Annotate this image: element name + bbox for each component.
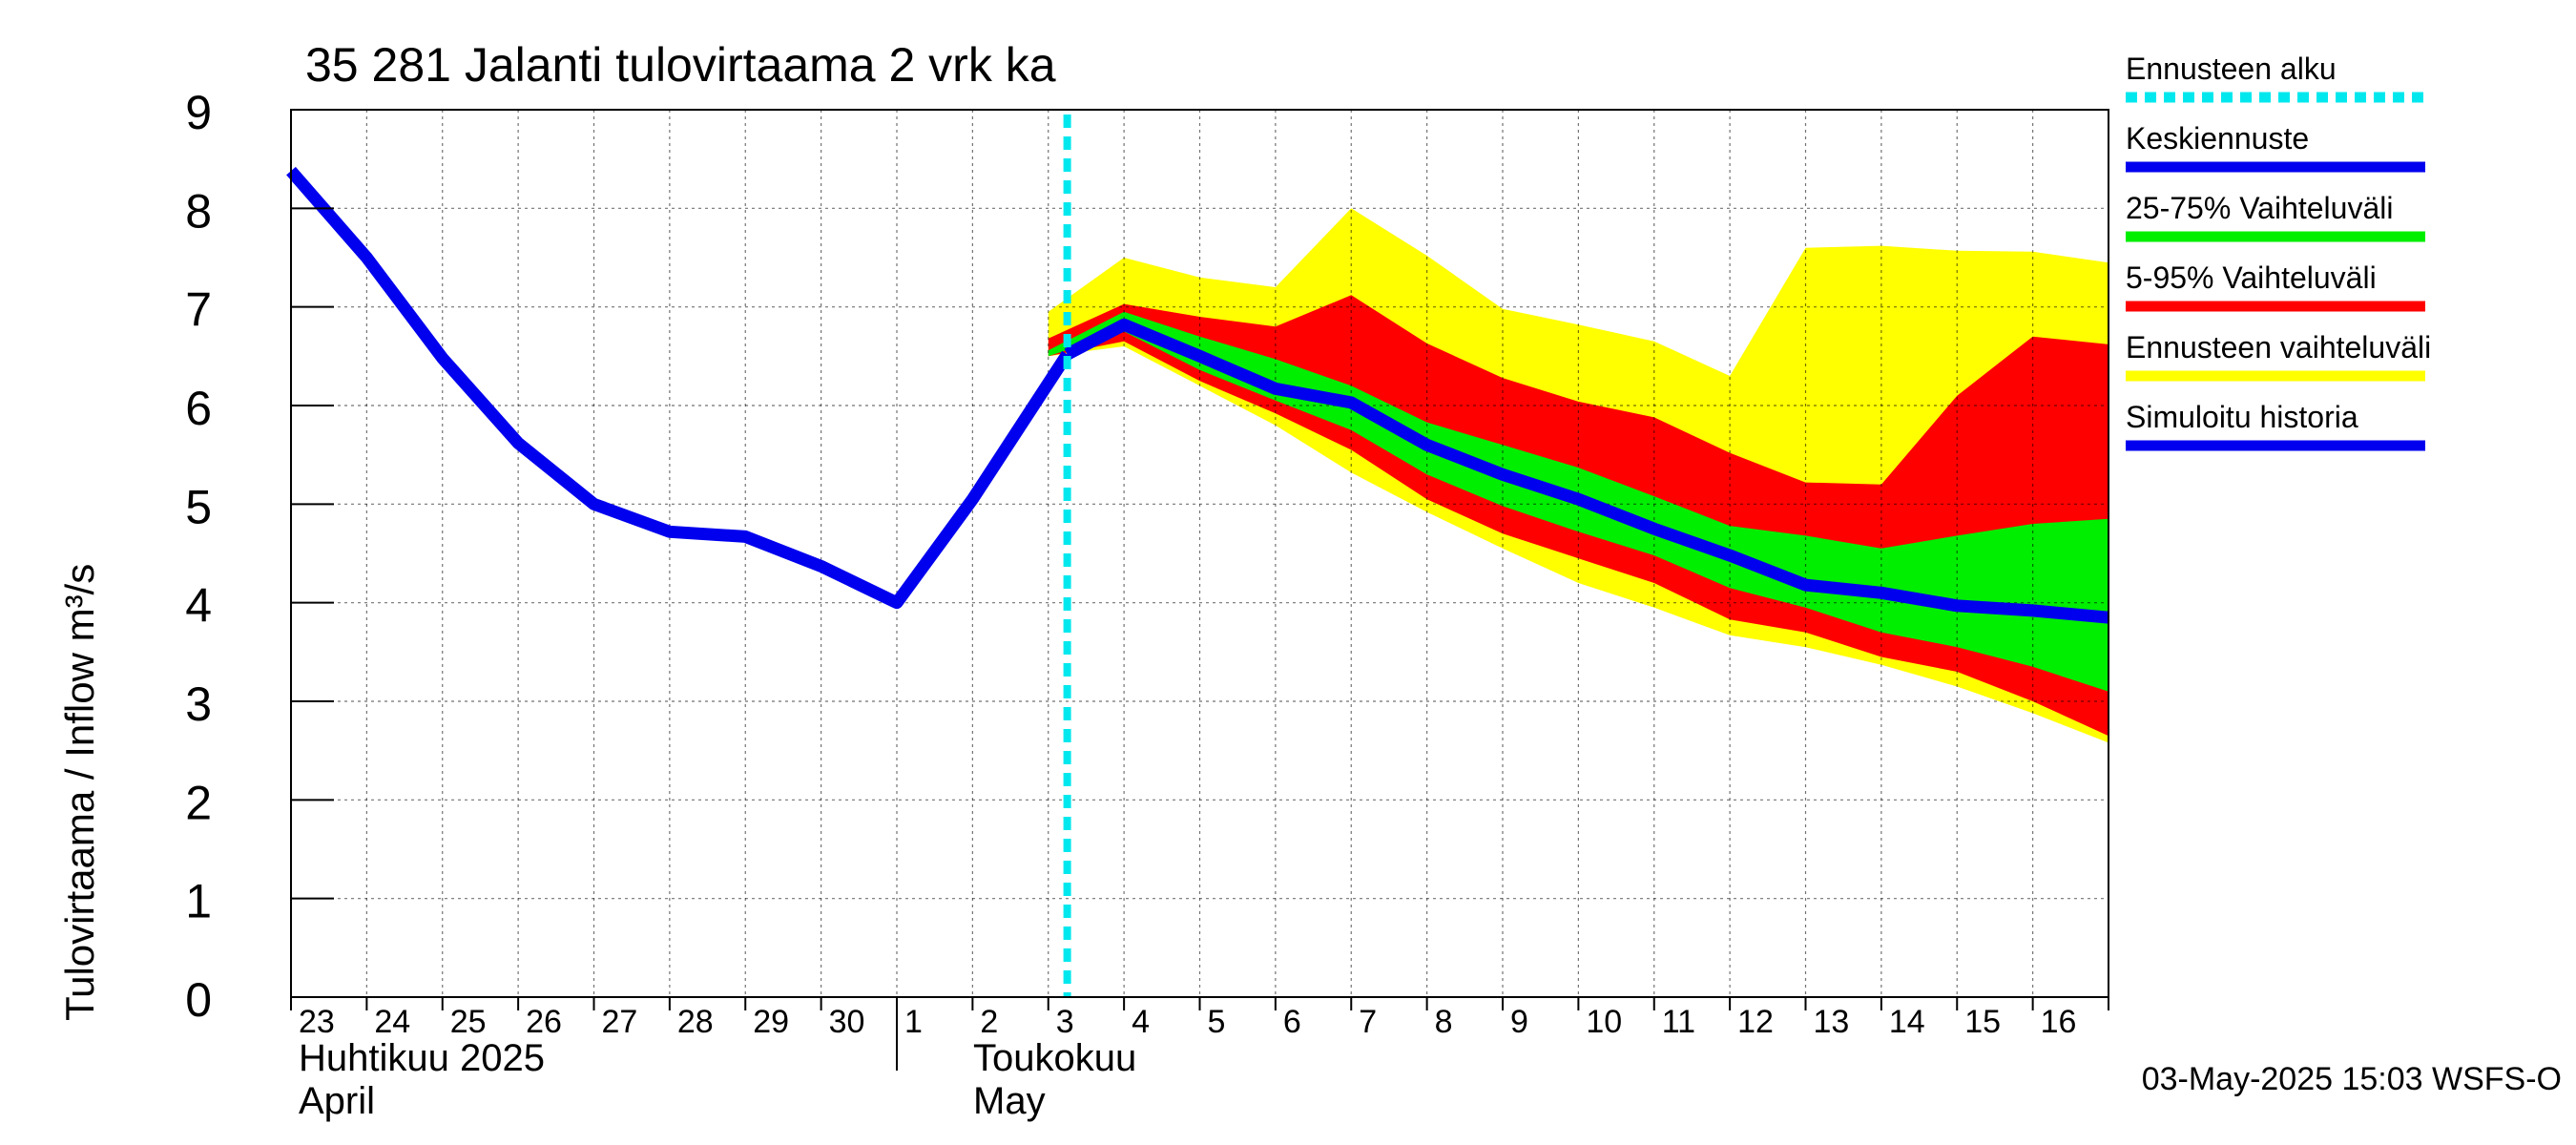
x-tick-label: 6 — [1283, 1004, 1301, 1040]
timestamp-label: 03-May-2025 15:03 WSFS-O — [2142, 1061, 2562, 1097]
y-tick-label: 4 — [185, 579, 212, 633]
x-tick-label: 23 — [299, 1004, 335, 1040]
x-tick-label: 13 — [1814, 1004, 1850, 1040]
month-label-english: May — [973, 1080, 1046, 1122]
legend-label: Keskiennuste — [2126, 121, 2309, 156]
chart-title: 35 281 Jalanti tulovirtaama 2 vrk ka — [305, 38, 1056, 92]
x-tick-label: 26 — [526, 1004, 562, 1040]
x-tick-label: 11 — [1662, 1004, 1695, 1040]
x-tick-label: 12 — [1737, 1004, 1774, 1040]
x-tick-label: 25 — [450, 1004, 487, 1040]
x-tick-label: 14 — [1889, 1004, 1925, 1040]
x-tick-label: 28 — [677, 1004, 714, 1040]
simulated-history-line — [286, 166, 1073, 610]
x-tick-label: 16 — [2041, 1004, 2077, 1040]
month-label: Huhtikuu 2025 — [299, 1037, 545, 1079]
x-tick-label: 5 — [1208, 1004, 1226, 1040]
y-axis-label: Tulovirtaama / Inflow m³/s — [57, 564, 102, 1021]
y-tick-label: 7 — [185, 283, 212, 337]
x-tick-label: 4 — [1132, 1004, 1150, 1040]
x-tick-label: 15 — [1964, 1004, 2001, 1040]
y-tick-label: 8 — [185, 184, 212, 238]
x-tick-label: 10 — [1586, 1004, 1622, 1040]
x-tick-label: 7 — [1359, 1004, 1377, 1040]
y-tick-label: 3 — [185, 677, 212, 731]
y-tick-label: 2 — [185, 776, 212, 829]
x-tick-label: 2 — [980, 1004, 998, 1040]
legend-label: Ennusteen vaihteluväli — [2126, 330, 2431, 364]
x-tick-label: 27 — [602, 1004, 638, 1040]
x-tick-label: 24 — [374, 1004, 410, 1040]
month-label-english: April — [299, 1080, 375, 1122]
y-tick-label: 0 — [185, 973, 212, 1027]
x-tick-label: 8 — [1435, 1004, 1453, 1040]
x-tick-label: 29 — [753, 1004, 789, 1040]
y-tick-label: 1 — [185, 875, 212, 928]
x-tick-label: 9 — [1510, 1004, 1528, 1040]
x-tick-label: 3 — [1056, 1004, 1074, 1040]
legend-label: Ennusteen alku — [2126, 52, 2337, 86]
x-tick-label: 30 — [829, 1004, 865, 1040]
legend-label: Simuloitu historia — [2126, 400, 2358, 434]
legend-label: 25-75% Vaihteluväli — [2126, 191, 2393, 225]
mean-forecast-line — [1064, 318, 2109, 624]
legend: Ennusteen alku Keskiennuste 25-75% Vaihtel… — [2126, 52, 2431, 451]
month-label: Toukokuu — [973, 1037, 1136, 1079]
legend-label: 5-95% Vaihteluväli — [2126, 260, 2377, 295]
y-tick-label: 5 — [185, 480, 212, 533]
y-tick-label: 9 — [185, 86, 212, 139]
y-tick-label: 6 — [185, 382, 212, 435]
x-tick-label: 1 — [904, 1004, 923, 1040]
data-series — [286, 114, 2109, 997]
